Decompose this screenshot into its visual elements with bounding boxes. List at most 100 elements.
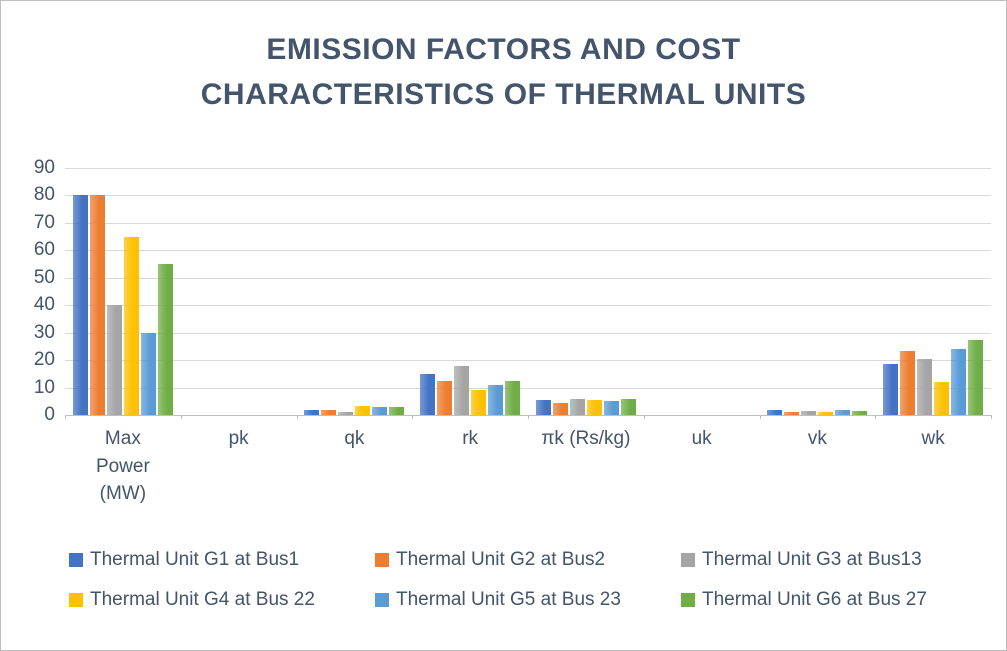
x-axis-category-label: πk (Rs/kg): [541, 428, 631, 449]
gridline: [65, 250, 991, 252]
chart-title: EMISSION FACTORS AND COST CHARACTERISTIC…: [200, 33, 807, 111]
bar-series-1-cat-8: [883, 364, 899, 415]
chart-legend: Thermal Unit G1 at Bus1 Thermal Unit G2 a…: [69, 549, 999, 629]
category-tick-mark: [643, 415, 645, 419]
bar-series-1-cat-3: [304, 409, 320, 415]
legend-row: Thermal Unit G1 at Bus1 Thermal Unit G2 a…: [69, 549, 999, 571]
x-axis-category-label: uk: [691, 428, 712, 449]
x-axis-category-label: rk: [462, 428, 479, 449]
bar-series-5-cat-4: [488, 384, 504, 415]
x-axis-labels: Max Power (MW) pk qk rk πk (Rs/kg) uk vk wk: [65, 425, 991, 508]
y-axis-tick-label: 70: [33, 211, 55, 233]
legend-label: Thermal Unit G1 at Bus1: [90, 549, 300, 570]
bar-series-3-cat-7: [801, 410, 817, 415]
bar-series-4-cat-5: [586, 399, 602, 415]
bar-series-3-cat-4: [454, 365, 470, 415]
bar-series-6-cat-1: [157, 264, 173, 415]
bar-series-4-cat-3: [355, 406, 371, 415]
category-tick-mark: [296, 415, 298, 419]
bar-series-2-cat-3: [321, 410, 337, 415]
bar-series-6-cat-7: [852, 410, 868, 415]
y-axis-tick-label: 80: [33, 184, 55, 206]
bar-series-2-cat-8: [900, 350, 916, 415]
legend-swatch-icon: [69, 553, 83, 567]
legend-item-g4: Thermal Unit G4 at Bus 22: [69, 589, 375, 611]
legend-item-g5: Thermal Unit G5 at Bus 23: [375, 589, 681, 611]
bar-group: [181, 168, 297, 415]
x-axis-category-label: vk: [807, 428, 827, 449]
bar-series-1-cat-1: [72, 195, 88, 415]
plot-area: 0 10 20 30 40 50 60 70 80 90: [34, 157, 992, 425]
bar-series-5-cat-8: [951, 349, 967, 415]
bar-series-5-cat-3: [372, 406, 388, 415]
bar-series-6-cat-3: [389, 406, 405, 415]
legend-item-g3: Thermal Unit G3 at Bus13: [681, 549, 987, 571]
bar-series-6-cat-8: [968, 339, 984, 415]
gridline: [65, 195, 991, 197]
gridline: [65, 277, 991, 279]
bar-series-1-cat-5: [535, 399, 551, 415]
bar-group: [760, 168, 876, 415]
category-tick-mark: [991, 415, 992, 419]
bar-series-3-cat-8: [917, 358, 933, 415]
gridline: [65, 305, 991, 307]
bar-series-6-cat-5: [620, 398, 636, 415]
x-axis-category-label: qk: [344, 428, 365, 449]
category-tick-mark: [180, 415, 182, 419]
y-axis-tick-label: 40: [33, 294, 55, 316]
bar-group: [297, 168, 413, 415]
gridline: [65, 360, 991, 362]
bar-series-4-cat-4: [471, 390, 487, 415]
x-axis-category-label: Max Power (MW): [95, 428, 150, 505]
bar-group: [875, 168, 991, 415]
bar-series-4-cat-8: [934, 382, 950, 415]
gridline: [65, 387, 991, 389]
y-axis-tick-label: 60: [33, 239, 55, 261]
bar-series-4-cat-7: [818, 412, 834, 415]
bar-series-5-cat-5: [603, 401, 619, 415]
y-axis-tick-label: 0: [44, 404, 55, 425]
y-axis-tick-label: 90: [33, 157, 55, 178]
bar-series-1-cat-7: [767, 409, 783, 415]
category-tick-mark: [412, 415, 414, 419]
gridline: [65, 168, 991, 169]
legend-swatch-icon: [681, 553, 695, 567]
bar-series-1-cat-4: [420, 373, 436, 415]
category-tick-mark: [528, 415, 529, 419]
bar-group: [65, 168, 181, 415]
bar-series-4-cat-1: [123, 236, 139, 415]
category-tick-mark: [65, 415, 66, 419]
legend-label: Thermal Unit G2 at Bus2: [396, 549, 606, 570]
bar-series-2-cat-4: [437, 380, 453, 415]
bar-series-3-cat-5: [569, 398, 585, 415]
bar-group: [528, 168, 644, 415]
legend-label: Thermal Unit G6 at Bus 27: [702, 589, 927, 610]
category-tick-mark: [875, 415, 877, 419]
bar-series-3-cat-3: [338, 412, 354, 415]
legend-swatch-icon: [681, 593, 695, 607]
legend-swatch-icon: [375, 593, 389, 607]
legend-label: Thermal Unit G4 at Bus 22: [90, 589, 315, 610]
y-axis-tick-label: 10: [33, 376, 55, 398]
legend-item-g1: Thermal Unit G1 at Bus1: [69, 549, 375, 571]
legend-item-g2: Thermal Unit G2 at Bus2: [375, 549, 681, 571]
y-axis-tick-label: 50: [33, 266, 55, 288]
bar-group: [412, 168, 528, 415]
legend-swatch-icon: [69, 593, 83, 607]
category-tick-mark: [759, 415, 761, 419]
bar-group: [644, 168, 760, 415]
bar-series-6-cat-4: [505, 380, 521, 415]
bar-series-5-cat-7: [835, 409, 851, 415]
bar-series-3-cat-1: [106, 305, 122, 415]
legend-label: Thermal Unit G5 at Bus 23: [396, 589, 621, 610]
bar-series-2-cat-7: [784, 412, 800, 415]
bar-series-2-cat-1: [89, 195, 105, 415]
gridline: [65, 222, 991, 224]
x-axis-category-label: pk: [228, 428, 249, 449]
y-axis-tick-label: 20: [33, 349, 55, 371]
gridline: [65, 332, 991, 334]
legend-row: Thermal Unit G4 at Bus 22 Thermal Unit G5…: [69, 589, 999, 611]
bar-series-2-cat-5: [552, 402, 568, 415]
x-axis-category-label: wk: [921, 428, 945, 449]
